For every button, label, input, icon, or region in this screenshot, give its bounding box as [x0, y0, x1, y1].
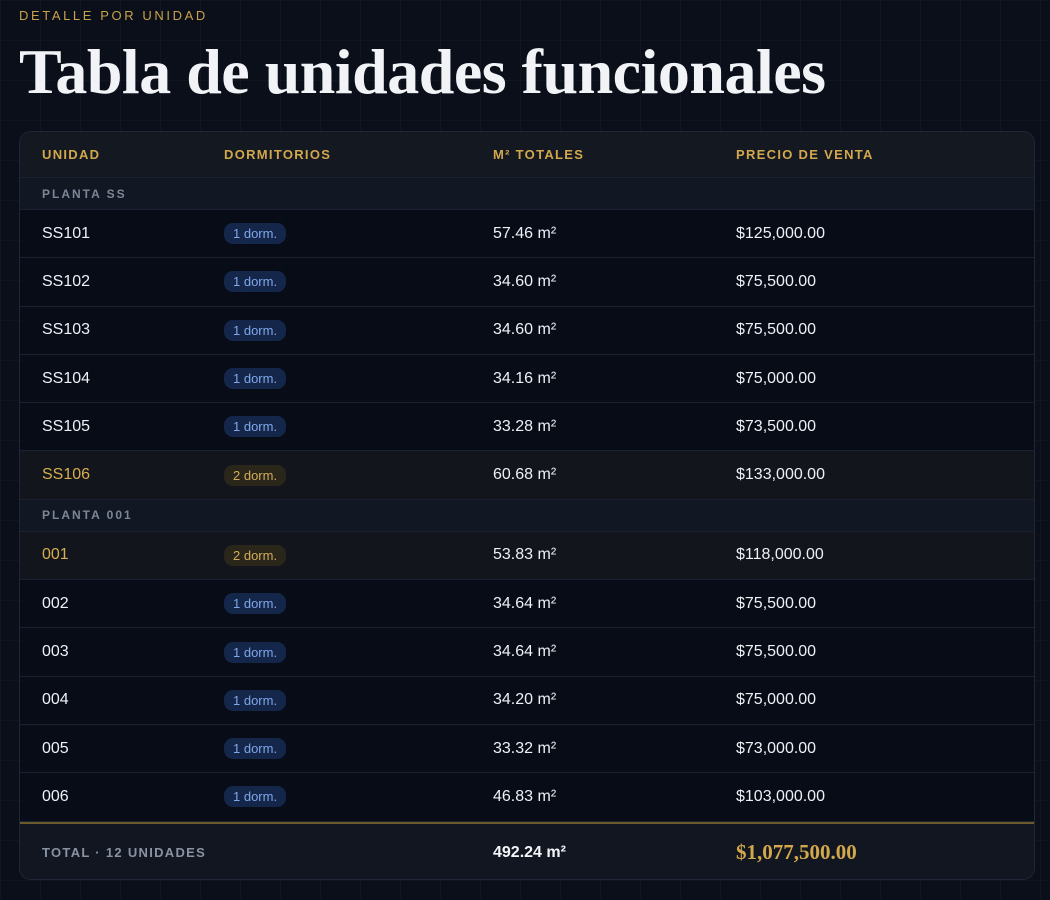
area: 46.83 m²	[493, 787, 557, 805]
unit-row: SS104 1 dorm. 34.16 m² $75,000.00	[20, 355, 1034, 404]
unit-name: 002	[42, 594, 69, 612]
price: $75,500.00	[736, 272, 817, 290]
dorms-badge: 2 dorm.	[224, 464, 287, 486]
price: $73,000.00	[736, 739, 817, 757]
column-header: DORMITORIOS	[224, 147, 332, 162]
unit-name: 001	[42, 546, 69, 564]
table-header: UNIDAD DORMITORIOS M² TOTALES PRECIO DE VEN…	[20, 132, 1034, 178]
unit-name: 003	[42, 643, 69, 661]
dorms-cell: 1 dorm.	[224, 689, 287, 711]
unit-row: 004 1 dorm. 34.20 m² $75,000.00	[20, 677, 1034, 725]
area: 53.83 m²	[493, 546, 557, 564]
unit-row: 005 1 dorm. 33.32 m² $73,000.00	[20, 725, 1034, 774]
dorms-cell: 1 dorm.	[224, 223, 287, 245]
dorms-badge: 1 dorm.	[224, 786, 287, 808]
area: 34.60 m²	[493, 321, 557, 339]
price: $75,500.00	[736, 594, 817, 612]
unit-name: 006	[42, 787, 69, 805]
column-header: PRECIO DE VENTA	[736, 147, 874, 162]
area: 60.68 m²	[493, 466, 557, 484]
dorms-badge: 1 dorm.	[224, 368, 287, 390]
dorms-badge: 1 dorm.	[224, 689, 287, 711]
page-title: Tabla de unidades funcionales	[19, 36, 826, 107]
area: 33.32 m²	[493, 739, 557, 757]
group-row: PLANTA SS	[20, 178, 1034, 210]
units-table: UNIDAD DORMITORIOS M² TOTALES PRECIO DE VEN…	[19, 131, 1035, 880]
eyebrow: DETALLE POR UNIDAD	[19, 8, 208, 23]
dorms-cell: 1 dorm.	[224, 593, 287, 615]
dorms-badge: 1 dorm.	[224, 416, 287, 438]
dorms-cell: 1 dorm.	[224, 416, 287, 438]
price: $133,000.00	[736, 466, 825, 484]
unit-name: SS106	[42, 466, 91, 484]
price: $125,000.00	[736, 224, 825, 242]
unit-name: SS103	[42, 321, 91, 339]
unit-name: SS101	[42, 224, 91, 242]
unit-row: 003 1 dorm. 34.64 m² $75,500.00	[20, 628, 1034, 677]
unit-row: 006 1 dorm. 46.83 m² $103,000.00	[20, 773, 1034, 822]
unit-row: 002 1 dorm. 34.64 m² $75,500.00	[20, 580, 1034, 629]
area: 34.64 m²	[493, 643, 557, 661]
area: 33.28 m²	[493, 417, 557, 435]
area: 57.46 m²	[493, 224, 557, 242]
price: $75,500.00	[736, 321, 817, 339]
dorms-badge: 2 dorm.	[224, 544, 287, 566]
dorms-cell: 1 dorm.	[224, 271, 287, 293]
unit-row: SS101 1 dorm. 57.46 m² $125,000.00	[20, 210, 1034, 259]
unit-name: SS104	[42, 369, 91, 387]
price: $73,500.00	[736, 417, 817, 435]
group-row: PLANTA 001	[20, 499, 1034, 532]
area: 34.64 m²	[493, 594, 557, 612]
dorms-cell: 1 dorm.	[224, 786, 287, 808]
total-row: TOTAL · 12 UNIDADES 492.24 m² $1,077,500.0…	[20, 821, 1034, 879]
unit-name: SS102	[42, 272, 91, 290]
dorms-cell: 1 dorm.	[224, 368, 287, 390]
area: 34.20 m²	[493, 691, 557, 709]
unit-name: 005	[42, 739, 69, 757]
unit-name: SS105	[42, 417, 91, 435]
unit-row: SS106 2 dorm. 60.68 m² $133,000.00	[20, 451, 1034, 500]
area: 34.60 m²	[493, 272, 557, 290]
dorms-badge: 1 dorm.	[224, 593, 287, 615]
price: $103,000.00	[736, 787, 825, 805]
group-label: PLANTA 001	[42, 508, 133, 523]
group-label: PLANTA SS	[42, 186, 127, 201]
price: $118,000.00	[736, 546, 824, 564]
dorms-badge: 1 dorm.	[224, 223, 287, 245]
dorms-badge: 1 dorm.	[224, 319, 287, 341]
dorms-cell: 2 dorm.	[224, 544, 287, 566]
unit-row: SS102 1 dorm. 34.60 m² $75,500.00	[20, 258, 1034, 307]
unit-name: 004	[42, 691, 69, 709]
price: $75,500.00	[736, 643, 817, 661]
total-price: $1,077,500.00	[736, 840, 857, 865]
dorms-cell: 1 dorm.	[224, 319, 287, 341]
column-header: M² TOTALES	[493, 147, 585, 162]
dorms-cell: 1 dorm.	[224, 641, 287, 663]
dorms-badge: 1 dorm.	[224, 738, 287, 760]
dorms-badge: 1 dorm.	[224, 641, 287, 663]
dorms-badge: 1 dorm.	[224, 271, 287, 293]
unit-row: 001 2 dorm. 53.83 m² $118,000.00	[20, 531, 1034, 581]
column-header: UNIDAD	[42, 147, 101, 162]
unit-row: SS105 1 dorm. 33.28 m² $73,500.00	[20, 403, 1034, 452]
area: 34.16 m²	[493, 369, 557, 387]
price: $75,000.00	[736, 369, 817, 387]
total-label: TOTAL · 12 UNIDADES	[42, 845, 207, 861]
price: $75,000.00	[736, 691, 817, 709]
total-area: 492.24 m²	[493, 843, 566, 861]
dorms-cell: 1 dorm.	[224, 738, 287, 760]
dorms-cell: 2 dorm.	[224, 464, 287, 486]
unit-row: SS103 1 dorm. 34.60 m² $75,500.00	[20, 307, 1034, 355]
